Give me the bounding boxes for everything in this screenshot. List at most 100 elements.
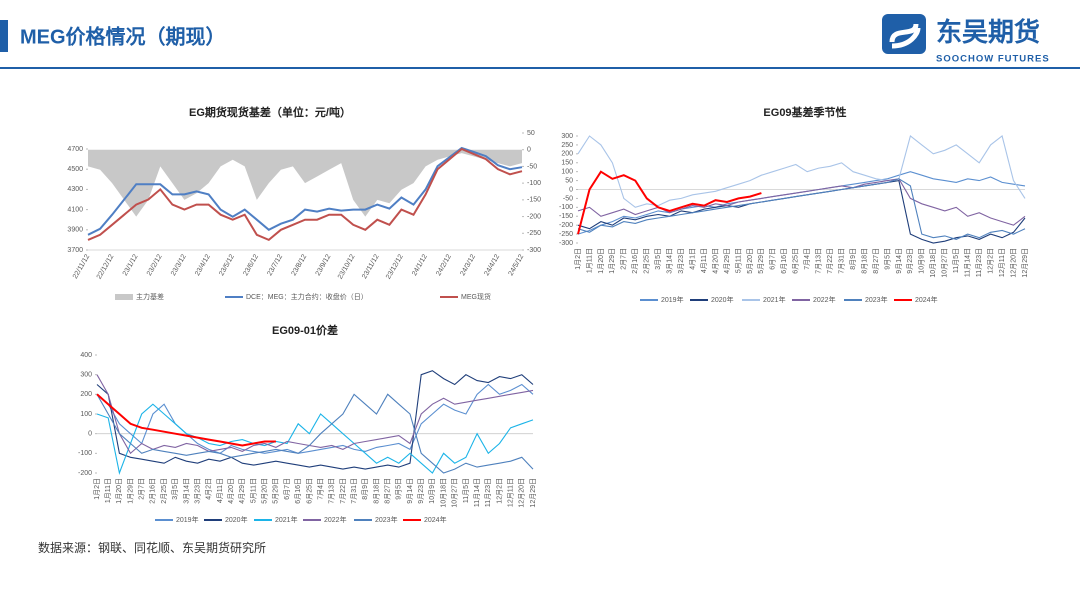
y-tick-label: -150 <box>559 213 573 220</box>
series-line <box>87 146 523 236</box>
series-line <box>96 403 534 475</box>
x-tick-label: 11月23日 <box>975 248 983 277</box>
y-tick-label: 150 <box>561 160 573 167</box>
legend-label: DCE：MEG：主力合约：收盘价（日） <box>246 292 368 301</box>
legend-label: 2020年 <box>711 295 734 304</box>
y-tick-label: -250 <box>559 231 573 238</box>
x-tick-label: 8月18日 <box>860 248 868 274</box>
slide-title: MEG价格情况（期现） <box>20 24 226 48</box>
x-tick-label: 23/7/12 <box>266 253 284 277</box>
x-tick-label: 4月11日 <box>216 478 224 503</box>
y-tick-label: 100 <box>561 169 573 176</box>
y-tick-label: 3700 <box>67 247 83 254</box>
series-line <box>96 393 534 474</box>
x-tick-label: 23/1/12 <box>122 253 140 277</box>
legend-label: MEG现货 <box>461 292 491 301</box>
x-tick-label: 6月25日 <box>305 478 313 504</box>
y2-tick-label: 0 <box>527 147 531 154</box>
x-tick-label: 9月5日 <box>883 248 891 270</box>
x-tick-label: 1月29日 <box>126 478 134 504</box>
x-tick-label: 22/11/12 <box>72 253 91 280</box>
x-tick-label: 4月29日 <box>238 478 246 504</box>
x-tick-label: 1月11日 <box>585 248 593 273</box>
x-tick-label: 9月5日 <box>395 478 403 500</box>
header-rule <box>0 67 1080 69</box>
x-tick-label: 8月27日 <box>872 248 880 274</box>
x-tick-label: 7月22日 <box>826 248 834 274</box>
x-tick-label: 10月9日 <box>918 248 926 274</box>
x-tick-label: 3月23日 <box>677 248 685 274</box>
series-line <box>96 393 276 447</box>
x-tick-label: 7月4日 <box>316 478 324 500</box>
x-tick-label: 12月29日 <box>529 478 537 508</box>
y-tick-label: 400 <box>80 352 92 359</box>
x-tick-label: 3月5日 <box>171 478 179 500</box>
legend-label: 2023年 <box>865 295 888 304</box>
y-tick-label: 200 <box>80 391 92 398</box>
y-tick-label: -200 <box>78 470 92 477</box>
x-tick-label: 3月23日 <box>193 478 201 504</box>
x-tick-label: 1月20日 <box>115 478 123 504</box>
x-tick-label: 6月7日 <box>283 478 291 500</box>
x-tick-label: 12月2日 <box>986 248 994 274</box>
legend-swatch <box>115 294 133 300</box>
x-tick-label: 23/2/12 <box>146 253 164 277</box>
y2-tick-label: -300 <box>527 247 541 254</box>
x-tick-label: 23/12/12 <box>385 253 405 280</box>
x-tick-label: 8月9日 <box>361 478 369 500</box>
x-tick-label: 4月20日 <box>711 248 719 274</box>
x-tick-label: 23/3/12 <box>170 253 188 277</box>
series-line <box>577 171 1026 235</box>
x-tick-label: 23/4/12 <box>194 253 212 277</box>
y-tick-label: 200 <box>561 151 573 158</box>
x-tick-label: 23/6/12 <box>242 253 260 277</box>
y2-tick-label: -50 <box>527 163 537 170</box>
x-tick-label: 10月18日 <box>929 248 937 278</box>
y-tick-label: 4700 <box>67 146 83 153</box>
x-tick-label: 10月18日 <box>439 478 447 508</box>
y-tick-label: 4300 <box>67 186 83 193</box>
series-line <box>577 170 762 235</box>
legend-label: 2019年 <box>661 295 684 304</box>
x-tick-label: 1月11日 <box>104 478 112 503</box>
x-tick-label: 12月11日 <box>506 478 514 507</box>
basis-area <box>88 149 522 217</box>
series-line <box>96 374 534 455</box>
series-line <box>96 383 534 454</box>
y2-tick-label: -150 <box>527 197 541 204</box>
x-tick-label: 6月25日 <box>792 248 800 274</box>
x-tick-label: 4月11日 <box>700 248 708 273</box>
y-tick-label: 3900 <box>67 227 83 234</box>
x-tick-label: 5月29日 <box>757 248 765 274</box>
y-tick-label: -300 <box>559 240 573 247</box>
y-tick-label: 100 <box>80 411 92 418</box>
y-tick-label: 250 <box>561 142 573 149</box>
x-tick-label: 6月7日 <box>769 248 777 270</box>
x-tick-label: 5月11日 <box>734 248 742 273</box>
legend-label: 2023年 <box>375 515 398 524</box>
x-tick-label: 8月9日 <box>849 248 857 270</box>
y-tick-label: 0 <box>88 431 92 438</box>
legend-label: 2024年 <box>915 295 938 304</box>
series-line <box>577 178 1026 226</box>
x-tick-label: 7月13日 <box>328 478 336 504</box>
x-tick-label: 12月29日 <box>1021 248 1029 278</box>
x-tick-label: 1月2日 <box>574 248 582 270</box>
x-tick-label: 1月20日 <box>597 248 605 274</box>
x-tick-label: 11月14日 <box>964 248 972 277</box>
x-tick-label: 23/9/12 <box>315 253 333 277</box>
legend-label: 2021年 <box>763 295 786 304</box>
x-tick-label: 9月14日 <box>895 248 903 274</box>
y-tick-label: -100 <box>78 450 92 457</box>
x-tick-label: 5月29日 <box>272 478 280 504</box>
y2-tick-label: 50 <box>527 130 535 137</box>
x-tick-label: 23/5/12 <box>218 253 236 277</box>
x-tick-label: 11月23日 <box>484 478 492 507</box>
x-tick-label: 9月23日 <box>906 248 914 274</box>
x-tick-label: 10月27日 <box>941 248 949 278</box>
chart-title: EG09-01价差 <box>272 323 338 337</box>
x-tick-label: 2月16日 <box>149 478 157 504</box>
title-accent <box>0 20 8 52</box>
x-tick-label: 7月22日 <box>339 478 347 504</box>
